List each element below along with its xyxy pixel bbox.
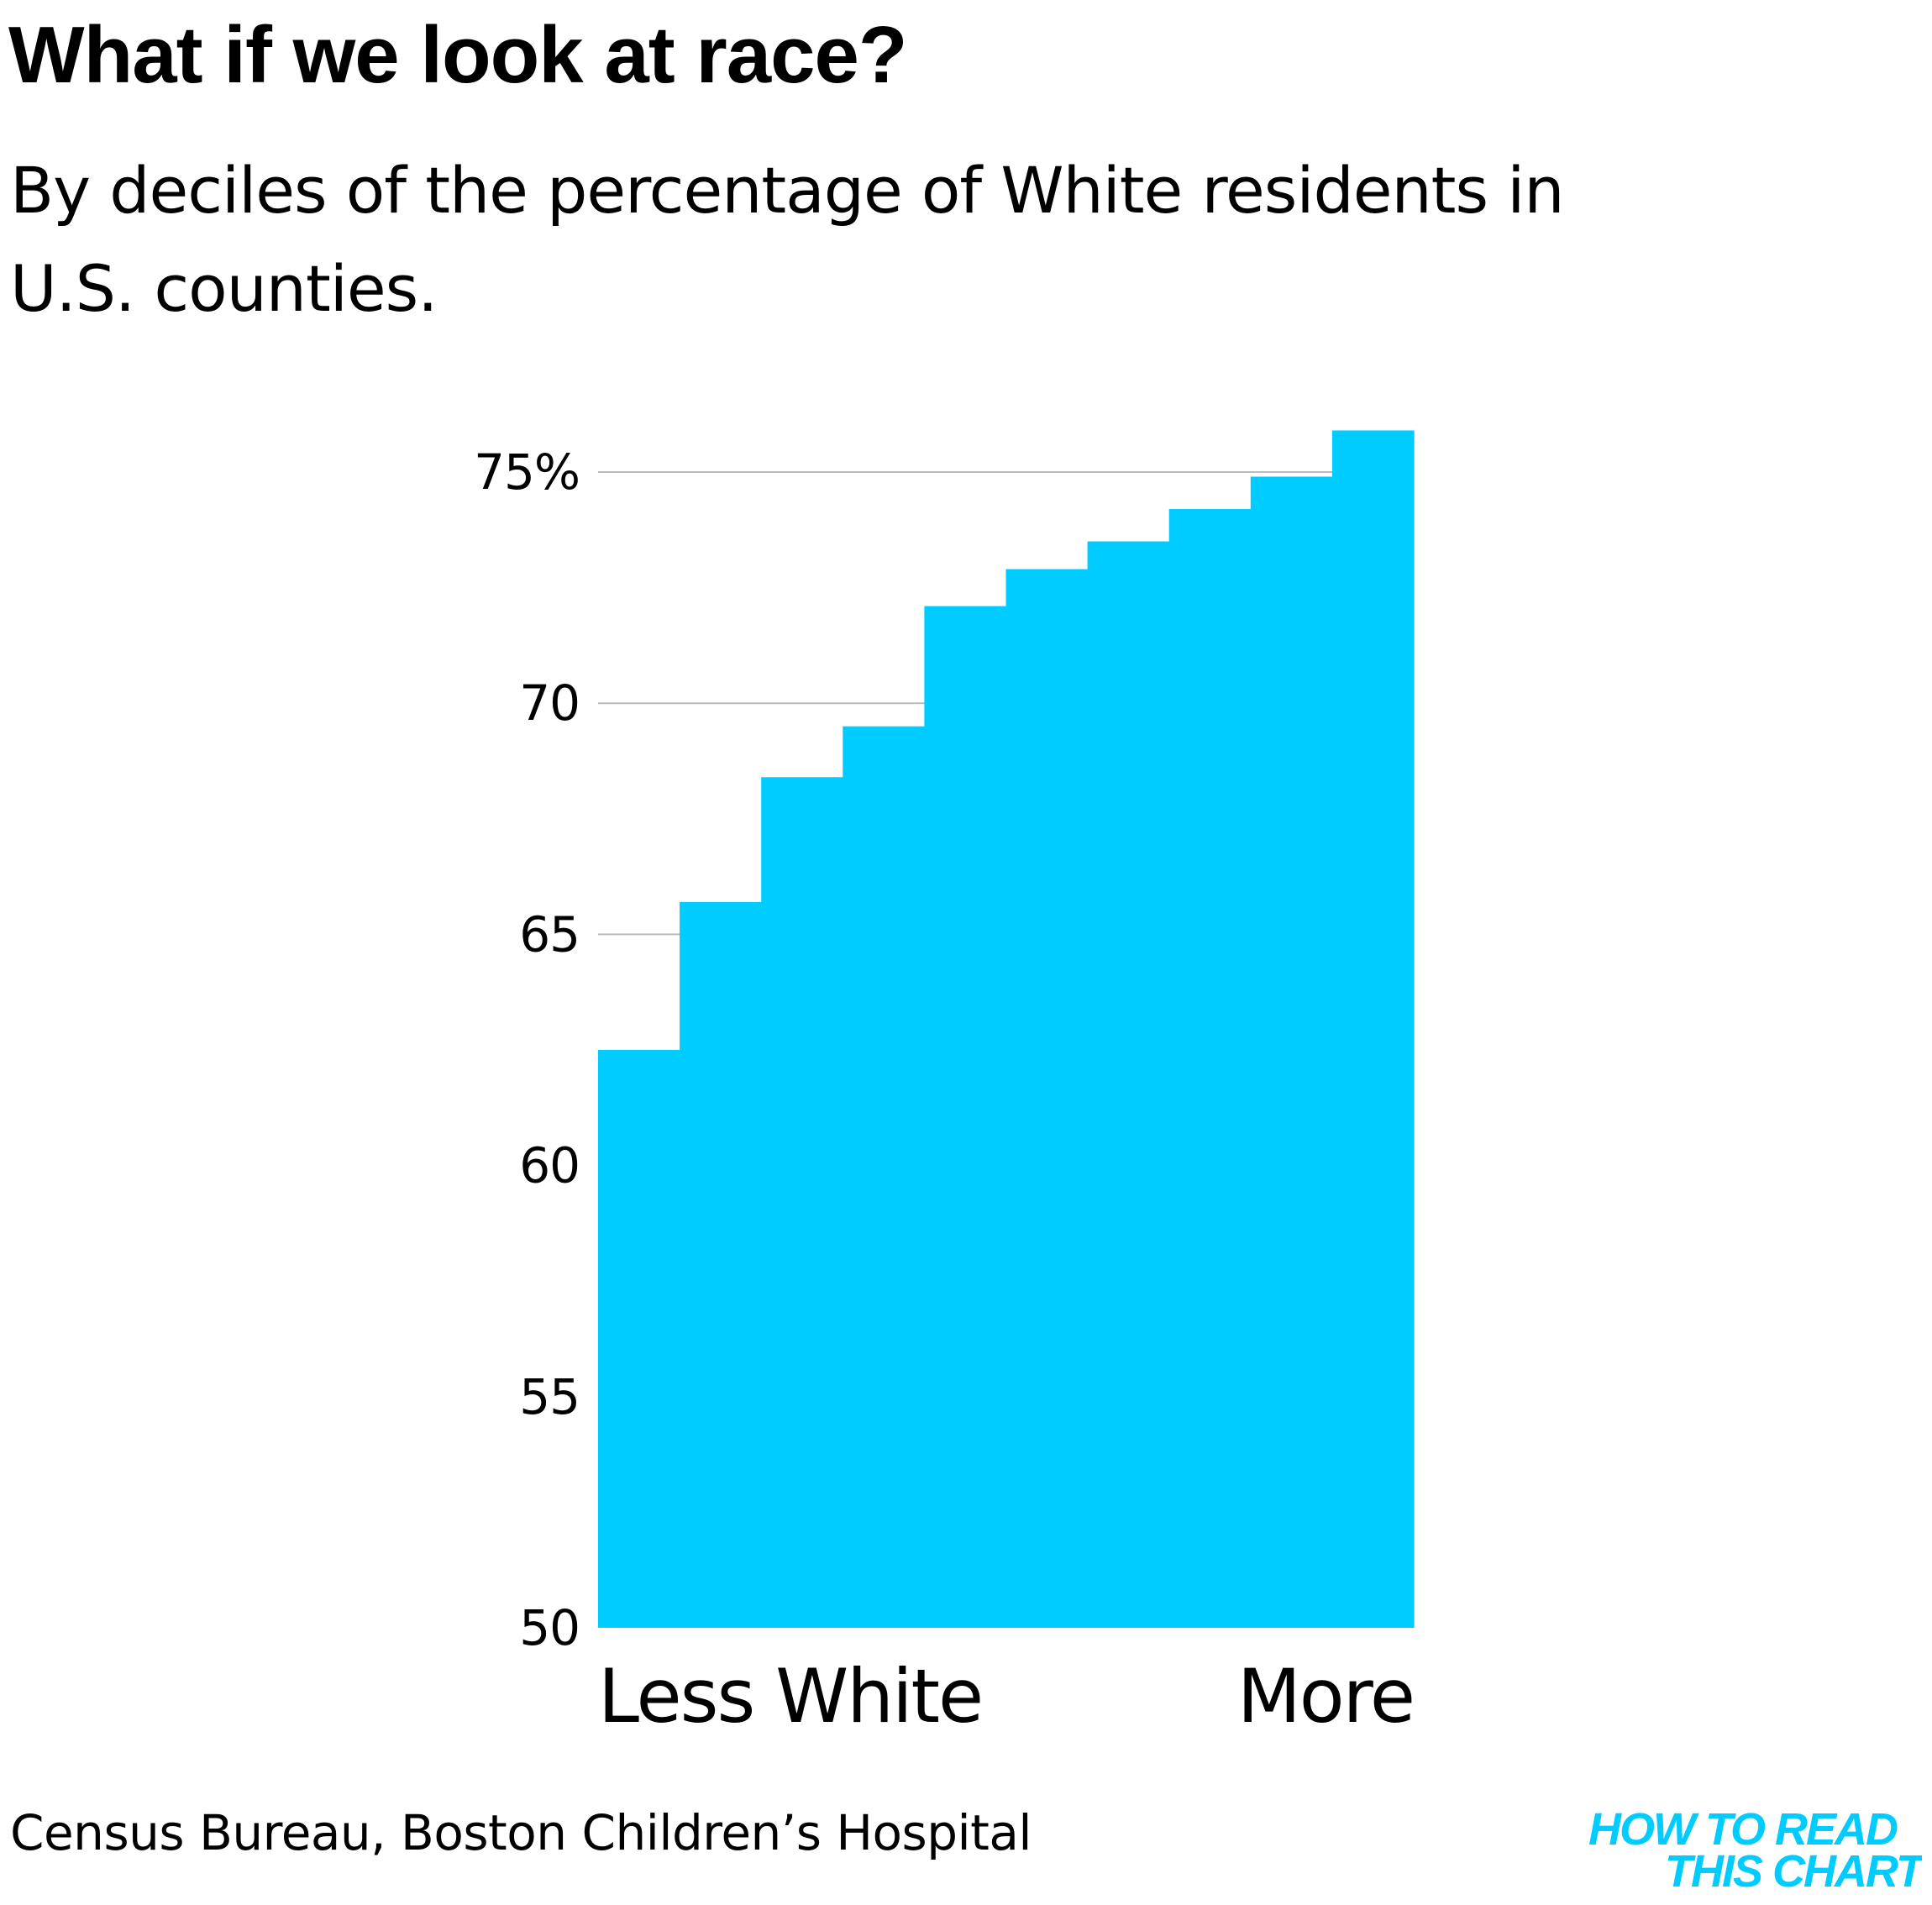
chart-subtitle: By deciles of the percentage of White re… xyxy=(10,153,1565,326)
bars xyxy=(598,430,1415,1629)
y-tick-label: 50 xyxy=(519,1599,580,1656)
source-note: Census Bureau, Boston Children’s Hospita… xyxy=(10,1804,1032,1861)
y-axis-ticks: 75% 70 65 60 55 50 xyxy=(474,443,580,1656)
chart-title: What if we look at race? xyxy=(8,10,908,100)
logo-line-1: HOW TO READ xyxy=(1588,1806,1898,1855)
y-tick-label: 70 xyxy=(519,674,580,732)
bar-decile-9 xyxy=(1250,476,1333,1628)
x-axis-label-less-white: Less White xyxy=(598,1653,982,1740)
bar-chart: 75% 70 65 60 55 50 Less White More xyxy=(474,430,1415,1740)
y-tick-label: 65 xyxy=(519,905,580,963)
logo-line-2: THIS CHART xyxy=(1665,1846,1922,1890)
bar-decile-10 xyxy=(1331,430,1415,1628)
y-tick-label: 60 xyxy=(519,1137,580,1194)
y-tick-label: 55 xyxy=(519,1368,580,1425)
bar-decile-7 xyxy=(1087,541,1170,1628)
how-to-read-this-chart-logo: HOW TO READ THIS CHART xyxy=(1588,1806,1922,1890)
x-axis-label-more: More xyxy=(1237,1653,1414,1740)
bar-decile-6 xyxy=(1005,569,1089,1628)
x-axis-labels: Less White More xyxy=(598,1653,1415,1740)
bar-decile-3 xyxy=(761,777,843,1628)
bar-decile-5 xyxy=(924,606,1007,1629)
bar-decile-1 xyxy=(598,1050,680,1628)
bar-decile-2 xyxy=(680,901,762,1628)
y-tick-label: 75% xyxy=(474,443,580,501)
bar-decile-4 xyxy=(843,726,925,1628)
bar-decile-8 xyxy=(1168,509,1252,1628)
